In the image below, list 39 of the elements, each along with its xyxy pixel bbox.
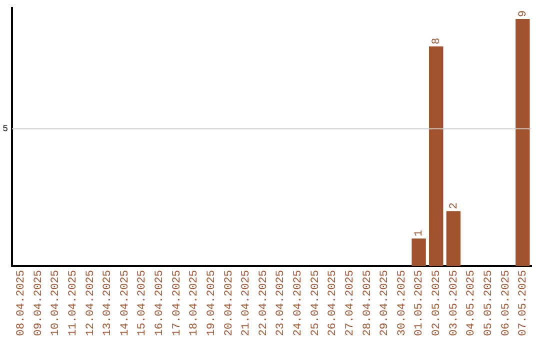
x-tick-label: 26.04.2025 — [327, 270, 340, 336]
x-tick-label: 23.04.2025 — [275, 270, 288, 336]
data-label: 2 — [448, 202, 460, 210]
ref-line-label: 5 — [2, 124, 8, 134]
x-tick-label: 30.04.2025 — [396, 270, 408, 336]
x-tick-label: 21.04.2025 — [240, 270, 253, 336]
x-tick-label: 17.04.2025 — [171, 270, 184, 336]
x-tick-label: 08.04.2025 — [16, 270, 28, 336]
x-tick-label: 29.04.2025 — [379, 270, 392, 336]
data-label: 9 — [518, 10, 530, 17]
x-tick-label: 16.04.2025 — [154, 270, 166, 336]
x-tick-label: 01.05.2025 — [414, 270, 426, 336]
x-tick-label: 02.05.2025 — [431, 270, 444, 336]
x-tick-label: 24.04.2025 — [292, 270, 305, 336]
x-tick-label: 06.05.2025 — [500, 270, 512, 336]
x-tick-label: 18.04.2025 — [188, 270, 201, 336]
x-tick-label: 15.04.2025 — [136, 270, 149, 336]
x-tick-label: 05.05.2025 — [482, 270, 495, 336]
data-label: 1 — [414, 230, 426, 237]
x-tick-label: 22.04.2025 — [258, 270, 270, 336]
x-tick-label: 20.04.2025 — [223, 270, 236, 336]
data-label: 8 — [431, 38, 444, 44]
bar — [516, 18, 530, 266]
bar — [429, 46, 444, 266]
x-tick-label: 27.04.2025 — [344, 270, 356, 336]
x-tick-label: 10.04.2025 — [50, 270, 62, 336]
bar — [446, 211, 461, 266]
x-tick-label: 09.04.2025 — [32, 270, 45, 336]
x-tick-label: 04.05.2025 — [466, 270, 478, 336]
x-tick-label: 19.04.2025 — [206, 270, 218, 336]
x-tick-label: 25.04.2025 — [310, 270, 322, 336]
x-tick-label: 03.05.2025 — [448, 270, 460, 336]
x-tick-label: 12.04.2025 — [84, 270, 97, 336]
x-tick-label: 11.04.2025 — [67, 270, 80, 336]
x-tick-label: 13.04.2025 — [102, 270, 114, 336]
x-tick-label: 28.04.2025 — [362, 270, 374, 336]
x-tick-label: 14.04.2025 — [119, 270, 132, 336]
x-tick-label: 07.05.2025 — [518, 270, 530, 336]
bar — [412, 238, 426, 266]
